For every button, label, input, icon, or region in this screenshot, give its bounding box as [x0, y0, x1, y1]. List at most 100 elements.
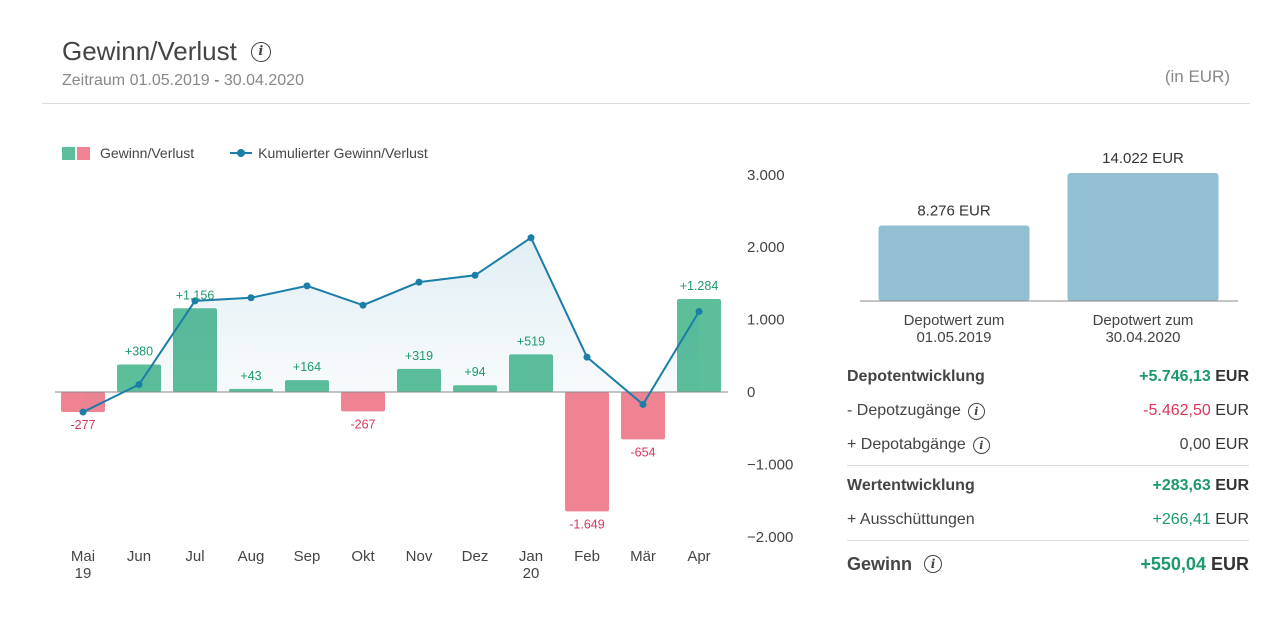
cumulative-line	[82, 236, 700, 413]
y-tick-label-5: −2.000	[747, 529, 793, 546]
depot-category-label-0: Depotwert zum	[904, 312, 1005, 329]
cumulative-point-8	[527, 234, 535, 242]
x-tick-label-4: Sep	[294, 548, 321, 565]
y-tick-label-4: −1.000	[747, 456, 793, 473]
x-tick-label-11: Apr	[687, 548, 710, 565]
summary-value: +5.746,13 EUR	[1139, 368, 1249, 385]
bar-label-7: +94	[464, 365, 485, 379]
legend-bars-label: Gewinn/Verlust	[100, 145, 195, 161]
legend-positive-swatch	[62, 146, 75, 160]
x-tick-label-1: Jun	[127, 548, 151, 565]
header: Gewinn/Verlust i	[62, 36, 271, 67]
info-icon[interactable]: i	[250, 41, 271, 62]
summary-row-ausschuettungen: + Ausschüttungen +266,41 EUR	[847, 503, 1249, 537]
chart-legend: Gewinn/Verlust Kumulierter Gewinn/Verlus…	[62, 145, 428, 161]
bar-label-3: +43	[240, 369, 261, 383]
info-icon[interactable]: i	[924, 555, 943, 573]
summary-panel: Depotentwicklung +5.746,13 EUR - Depotzu…	[847, 360, 1249, 584]
cumulative-point-6	[415, 278, 423, 286]
cumulative-point-3	[247, 294, 255, 302]
period-end: 30.04.2020	[223, 72, 304, 89]
x-tick-label-0: Mai	[71, 548, 95, 565]
bar-label-9: -1.649	[569, 517, 604, 531]
unit-label: (in EUR)	[1164, 67, 1230, 86]
x-tick-label-8: Jan	[519, 548, 543, 565]
x-tick-label-8-line2: 20	[523, 565, 540, 582]
bar-label-10: -654	[630, 445, 655, 459]
info-icon[interactable]: i	[972, 436, 990, 454]
legend-line-label: Kumulierter Gewinn/Verlust	[258, 145, 428, 161]
bar-label-2: +1.156	[176, 288, 215, 302]
x-tick-label-6: Nov	[406, 548, 433, 565]
summary-row-depotzugaenge: - Depotzugänge i -5.462,50 EUR	[847, 394, 1249, 428]
cumulative-area	[83, 237, 699, 413]
bar-9	[565, 392, 609, 512]
summary-label: + Ausschüttungen	[847, 511, 975, 528]
summary-label: + Depotabgänge i	[847, 436, 990, 454]
cumulative-point-1	[135, 381, 143, 389]
cumulative-point-0	[79, 408, 87, 416]
depot-value-label-1: 14.022 EUR	[1102, 150, 1184, 167]
legend-line-marker	[230, 149, 253, 157]
summary-divider	[847, 465, 1249, 466]
bar-label-1: +380	[125, 344, 153, 358]
summary-value: -5.462,50 EUR	[1143, 402, 1249, 419]
depot-bar-0	[878, 225, 1030, 301]
summary-label: Depotentwicklung	[847, 368, 985, 385]
x-tick-label-0-line2: 19	[75, 565, 92, 582]
profit-loss-chart: -277 +380 +1.156 +43 +164 -267 +319 +94 +519 -1.6…	[55, 167, 793, 582]
x-tick-label-5: Okt	[351, 548, 375, 565]
summary-value: +550,04 EUR	[1140, 553, 1249, 574]
summary-label: - Depotzugänge i	[847, 402, 985, 420]
depot-category-label-1: Depotwert zum	[1093, 312, 1194, 329]
bar-label-4: +164	[293, 360, 321, 374]
depot-bar-1	[1067, 172, 1219, 301]
x-tick-label-2: Jul	[185, 548, 204, 565]
depot-category-label-0-line2: 01.05.2019	[916, 329, 991, 346]
depot-category-label-1-line2: 30.04.2020	[1105, 329, 1180, 346]
summary-divider	[847, 540, 1249, 541]
cumulative-point-2	[191, 297, 199, 305]
bar-label-6: +319	[405, 349, 433, 363]
x-tick-label-7: Dez	[462, 548, 489, 565]
x-tick-label-3: Aug	[238, 548, 265, 565]
period-separator: -	[214, 72, 220, 89]
summary-row-depotentwicklung: Depotentwicklung +5.746,13 EUR	[847, 360, 1249, 394]
summary-label: Gewinn i	[847, 554, 943, 575]
x-tick-label-9: Feb	[574, 548, 600, 565]
summary-row-gewinn: Gewinn i +550,04 EUR	[847, 544, 1249, 584]
cumulative-point-4	[303, 282, 311, 290]
summary-row-depotabgaenge: + Depotabgänge i 0,00 EUR	[847, 428, 1249, 462]
cumulative-point-11	[695, 307, 703, 315]
summary-value: +266,41 EUR	[1152, 511, 1249, 528]
period-start: 01.05.2019	[129, 72, 210, 89]
bar-10	[621, 392, 665, 440]
y-tick-label-2: 1.000	[747, 312, 785, 329]
summary-label: Wertentwicklung	[847, 477, 975, 494]
header-divider	[42, 103, 1250, 104]
y-tick-label-0: 3.000	[747, 167, 785, 184]
bar-label-11: +1.284	[680, 279, 719, 293]
cumulative-point-9	[583, 353, 591, 361]
summary-value: +283,63 EUR	[1152, 477, 1249, 494]
legend-negative-swatch	[77, 146, 90, 160]
y-tick-label-1: 2.000	[747, 239, 785, 256]
bar-label-5: -267	[350, 417, 375, 431]
cumulative-point-10	[639, 400, 647, 408]
cumulative-point-7	[471, 271, 479, 279]
summary-row-wertentwicklung: Wertentwicklung +283,63 EUR	[847, 469, 1249, 503]
y-tick-label-3: 0	[747, 384, 755, 401]
page-title-text: Gewinn/Verlust	[62, 36, 237, 66]
page-title: Gewinn/Verlust i	[62, 36, 271, 67]
period-text: Zeitraum 01.05.2019 - 30.04.2020	[62, 72, 304, 90]
summary-value: 0,00 EUR	[1179, 436, 1249, 453]
bar-label-0: -277	[70, 418, 95, 432]
info-icon[interactable]: i	[967, 402, 985, 420]
depot-value-label-0: 8.276 EUR	[917, 202, 991, 219]
cumulative-point-5	[359, 301, 367, 309]
period-label: Zeitraum	[62, 72, 126, 89]
bar-5	[341, 392, 385, 412]
bar-label-8: +519	[517, 334, 545, 348]
x-tick-label-10: Mär	[630, 548, 656, 565]
